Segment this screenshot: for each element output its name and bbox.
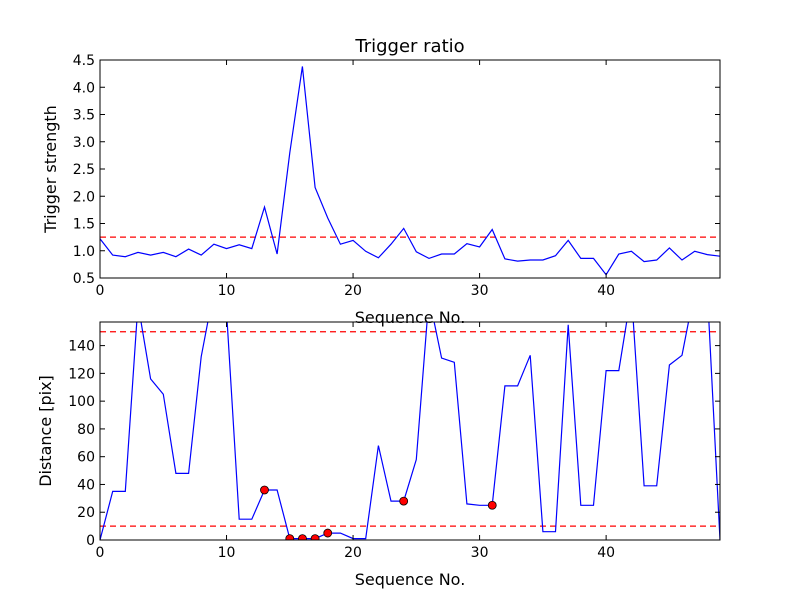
highlight-marker (487, 500, 497, 510)
chart-title: Trigger ratio (354, 36, 464, 57)
x-tick-label: 40 (597, 545, 615, 561)
highlight-marker (285, 534, 295, 540)
highlight-marker (298, 534, 307, 540)
x-axis-label: Sequence No. (355, 308, 466, 327)
y-tick-label: 1.0 (73, 244, 95, 260)
highlight-marker (323, 528, 333, 538)
y-tick-label: 40 (77, 477, 95, 493)
plot-frame (99, 321, 721, 541)
y-tick-label: 0 (86, 533, 95, 549)
x-tick-label: 20 (344, 545, 362, 561)
x-tick-label: 30 (471, 283, 489, 299)
top-plot-area: 0 10 20 30 40 0.5 1.0 1.5 2.0 2.5 3.0 3.5 4.0 4.5 (73, 53, 721, 299)
distance-chart: 0 10 20 30 40 0 20 40 60 80 100 120 140 Sequence No.… (36, 321, 721, 589)
y-tick-label: 4.5 (73, 53, 95, 69)
series-line (100, 322, 720, 540)
series-line (100, 66, 720, 276)
highlight-marker (260, 485, 269, 495)
bottom-plot-area: 0 10 20 30 40 0 20 40 60 80 100 120 140 (68, 321, 721, 561)
data-layer (100, 66, 720, 276)
data-layer (100, 322, 720, 540)
x-tick-label: 40 (597, 283, 615, 299)
y-tick-label: 2.0 (73, 189, 95, 205)
y-axis-label: Trigger strength (41, 105, 60, 234)
highlight-marker (399, 496, 409, 506)
highlight-marker (310, 534, 320, 540)
y-tick-label: 20 (77, 505, 95, 521)
y-tick-label: 2.5 (73, 162, 95, 178)
x-axis-label: Sequence No. (355, 570, 466, 589)
y-axis-label: Distance [pix] (36, 375, 55, 487)
x-tick-label: 0 (96, 283, 105, 299)
x-tick-label: 0 (96, 545, 105, 561)
x-tick-label: 30 (471, 545, 489, 561)
y-tick-label: 3.5 (73, 108, 95, 124)
y-tick-label: 120 (68, 366, 95, 382)
y-tick-label: 1.5 (73, 217, 95, 233)
x-tick-label: 10 (218, 283, 236, 299)
y-tick-label: 4.0 (73, 80, 95, 96)
y-tick-label: 80 (77, 422, 95, 438)
x-tick-label: 10 (218, 545, 236, 561)
y-tick-label: 100 (68, 394, 95, 410)
y-tick-label: 140 (68, 339, 95, 355)
y-tick-label: 3.0 (73, 135, 95, 151)
x-tick-label: 20 (344, 283, 362, 299)
y-tick-label: 60 (77, 450, 95, 466)
y-tick-label: 0.5 (73, 271, 95, 287)
